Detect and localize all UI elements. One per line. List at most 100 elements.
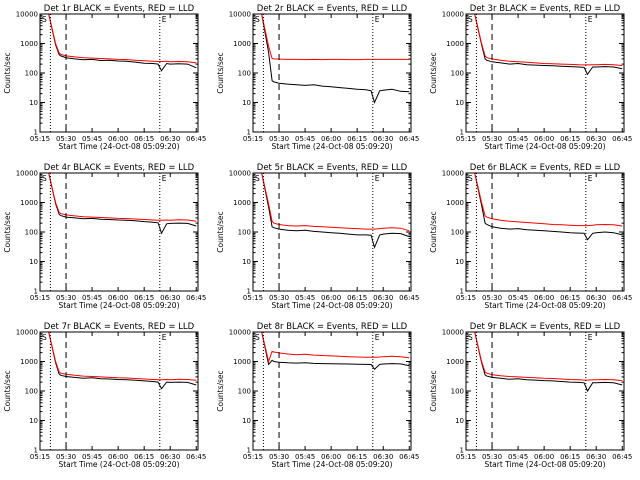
x-axis-label: Start Time (24-Oct-08 05:09:20): [484, 460, 605, 469]
start-marker-label: S: [255, 333, 260, 342]
plot-frame: [252, 331, 412, 451]
y-tick-label: 1: [460, 129, 464, 137]
start-marker-label: S: [468, 333, 473, 342]
y-tick-label: 1000: [20, 40, 38, 48]
series-line-lld: [253, 332, 410, 364]
y-tick-label: 10: [455, 99, 464, 107]
y-tick-label: 1000: [233, 40, 251, 48]
start-marker-label: S: [255, 15, 260, 24]
y-tick-label: 10000: [229, 11, 251, 19]
start-marker-label: S: [468, 174, 473, 183]
x-tick-label: 05:15: [243, 135, 263, 143]
series-line-events: [466, 173, 623, 241]
series-line-events: [40, 173, 197, 235]
chart-title: Det 7r BLACK = Events, RED = LLD: [44, 322, 195, 332]
x-tick-label: 05:15: [243, 453, 263, 461]
series-line-events: [253, 14, 410, 104]
x-tick-label: 06:45: [399, 453, 419, 461]
x-tick-label: 05:15: [456, 453, 476, 461]
y-tick-label: 10: [242, 99, 251, 107]
x-tick-label: 06:30: [160, 453, 180, 461]
series-line-events: [253, 173, 410, 249]
y-tick-label: 1000: [20, 358, 38, 366]
chart-title: Det 3r BLACK = Events, RED = LLD: [470, 4, 621, 14]
y-tick-label: 1: [460, 288, 464, 296]
y-axis-label: Counts/sec: [216, 52, 225, 93]
x-axis-label: Start Time (24-Oct-08 05:09:20): [271, 460, 392, 469]
x-tick-label: 05:45: [295, 135, 315, 143]
x-tick-label: 05:30: [56, 453, 76, 461]
y-tick-label: 10000: [229, 329, 251, 337]
chart-title: Det 6r BLACK = Events, RED = LLD: [470, 163, 621, 173]
series-line-events: [466, 14, 623, 76]
end-marker-label: E: [588, 333, 593, 342]
plot-frame: [252, 13, 412, 133]
x-tick-label: 06:30: [586, 135, 606, 143]
series-line-lld: [40, 173, 197, 222]
x-tick-label: 05:30: [482, 294, 502, 302]
plot-frame: [39, 13, 199, 133]
x-tick-label: 05:45: [82, 135, 102, 143]
x-tick-label: 06:00: [321, 453, 341, 461]
x-tick-label: 06:00: [108, 453, 128, 461]
x-tick-label: 05:45: [508, 135, 528, 143]
y-tick-label: 10000: [16, 170, 38, 178]
x-tick-label: 05:45: [295, 294, 315, 302]
x-tick-label: 06:15: [560, 135, 580, 143]
x-axis-label: Start Time (24-Oct-08 05:09:20): [58, 460, 179, 469]
y-tick-label: 10: [242, 417, 251, 425]
x-tick-label: 05:45: [295, 453, 315, 461]
y-tick-label: 1: [247, 288, 251, 296]
x-tick-label: 05:45: [82, 453, 102, 461]
end-marker-label: E: [588, 15, 593, 24]
x-tick-label: 06:45: [186, 135, 206, 143]
x-tick-label: 06:15: [134, 294, 154, 302]
x-tick-label: 06:45: [186, 453, 206, 461]
y-axis-label: Counts/sec: [3, 211, 12, 252]
x-tick-label: 06:30: [160, 294, 180, 302]
x-tick-label: 05:30: [269, 294, 289, 302]
y-tick-label: 10: [455, 258, 464, 266]
y-tick-label: 100: [451, 70, 464, 78]
x-tick-label: 06:00: [534, 135, 554, 143]
x-tick-label: 06:45: [612, 453, 632, 461]
end-marker-label: E: [588, 174, 593, 183]
plot-frame: [465, 13, 625, 133]
y-tick-label: 1: [247, 129, 251, 137]
y-axis-label: Counts/sec: [3, 370, 12, 411]
x-tick-label: 06:30: [160, 135, 180, 143]
series-line-lld: [40, 332, 197, 381]
chart-title: Det 8r BLACK = Events, RED = LLD: [257, 322, 408, 332]
x-tick-label: 06:30: [586, 294, 606, 302]
x-tick-label: 05:15: [243, 294, 263, 302]
x-tick-label: 06:15: [347, 294, 367, 302]
y-tick-label: 10000: [16, 11, 38, 19]
x-tick-label: 06:15: [347, 453, 367, 461]
series-line-lld: [466, 173, 623, 227]
x-tick-label: 06:15: [560, 453, 580, 461]
y-tick-label: 1000: [446, 199, 464, 207]
y-tick-label: 1000: [20, 199, 38, 207]
x-tick-label: 06:30: [373, 453, 393, 461]
y-tick-label: 10000: [442, 11, 464, 19]
x-tick-label: 06:00: [108, 135, 128, 143]
y-tick-label: 1: [34, 288, 38, 296]
start-marker-label: S: [42, 174, 47, 183]
y-tick-label: 1000: [233, 358, 251, 366]
x-tick-label: 05:30: [482, 453, 502, 461]
chart-title: Det 2r BLACK = Events, RED = LLD: [257, 4, 408, 14]
y-tick-label: 10000: [442, 329, 464, 337]
series-line-lld: [40, 14, 197, 64]
end-marker-label: E: [375, 174, 380, 183]
end-marker-label: E: [162, 15, 167, 24]
y-tick-label: 1000: [446, 358, 464, 366]
series-line-events: [40, 332, 197, 390]
x-tick-label: 06:00: [534, 294, 554, 302]
end-marker-label: E: [162, 333, 167, 342]
y-tick-label: 1: [460, 447, 464, 455]
y-tick-label: 100: [238, 388, 251, 396]
